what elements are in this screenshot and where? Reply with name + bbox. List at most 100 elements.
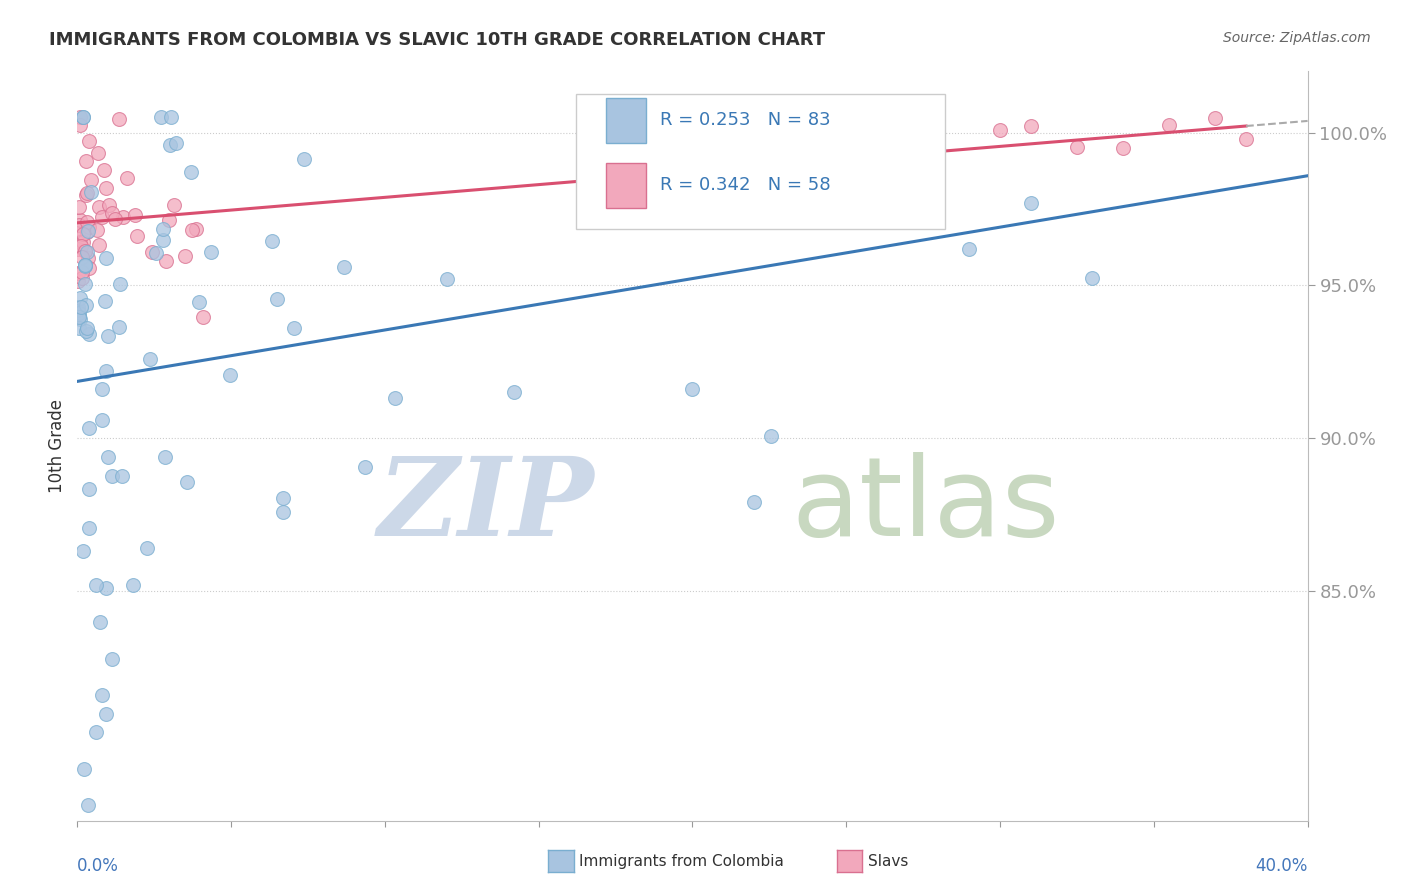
Point bbox=[79, 483, 101, 497]
Point bbox=[818, 110, 841, 124]
Point bbox=[84, 578, 107, 592]
Point bbox=[91, 413, 114, 427]
Point bbox=[93, 162, 115, 177]
Point bbox=[111, 469, 134, 483]
Point bbox=[333, 260, 356, 274]
Point bbox=[1112, 140, 1135, 154]
Point bbox=[69, 118, 91, 132]
Point bbox=[89, 237, 111, 252]
Point bbox=[72, 235, 94, 249]
Point bbox=[108, 320, 131, 334]
Text: ZIP: ZIP bbox=[377, 452, 595, 559]
Point bbox=[503, 384, 526, 399]
Point bbox=[159, 110, 181, 124]
Point bbox=[1234, 132, 1257, 146]
Point bbox=[271, 505, 294, 519]
Point bbox=[91, 688, 114, 702]
Point bbox=[135, 541, 157, 556]
Point bbox=[69, 309, 91, 323]
Point bbox=[75, 297, 97, 311]
Point bbox=[77, 260, 100, 275]
Point bbox=[188, 295, 211, 310]
FancyBboxPatch shape bbox=[606, 162, 645, 208]
Point bbox=[76, 215, 98, 229]
Text: 0.0%: 0.0% bbox=[77, 857, 120, 875]
Point bbox=[835, 110, 858, 124]
Point bbox=[76, 321, 98, 335]
Point bbox=[77, 251, 100, 265]
Y-axis label: 10th Grade: 10th Grade bbox=[48, 399, 66, 493]
Point bbox=[67, 200, 90, 214]
Text: 40.0%: 40.0% bbox=[1256, 857, 1308, 875]
Point bbox=[191, 310, 214, 324]
Point bbox=[184, 222, 207, 236]
Point bbox=[70, 265, 93, 279]
Point bbox=[69, 291, 91, 305]
Text: atlas: atlas bbox=[792, 452, 1059, 559]
Point bbox=[283, 321, 305, 335]
Point bbox=[80, 173, 103, 187]
Point bbox=[94, 294, 117, 309]
Text: Source: ZipAtlas.com: Source: ZipAtlas.com bbox=[1223, 31, 1371, 45]
Point bbox=[72, 227, 94, 241]
Point bbox=[73, 762, 96, 776]
Point bbox=[87, 200, 110, 214]
Point bbox=[90, 383, 112, 397]
Point bbox=[73, 258, 96, 272]
Point bbox=[101, 468, 124, 483]
Point bbox=[70, 300, 93, 314]
Point bbox=[127, 229, 149, 244]
Point bbox=[1019, 120, 1042, 134]
Point bbox=[69, 110, 91, 124]
Point bbox=[69, 235, 91, 249]
Point bbox=[165, 136, 187, 150]
FancyBboxPatch shape bbox=[606, 97, 645, 143]
Point bbox=[101, 206, 124, 220]
Point bbox=[67, 310, 90, 325]
Point bbox=[94, 581, 117, 595]
Point bbox=[67, 302, 90, 317]
Text: R = 0.342   N = 58: R = 0.342 N = 58 bbox=[661, 177, 831, 194]
Point bbox=[89, 615, 111, 629]
Point bbox=[181, 223, 204, 237]
Point bbox=[72, 110, 94, 124]
Point bbox=[66, 300, 89, 314]
Point bbox=[574, 127, 596, 141]
Point bbox=[70, 271, 93, 285]
Point bbox=[75, 244, 97, 259]
Point bbox=[108, 112, 131, 126]
FancyBboxPatch shape bbox=[575, 94, 945, 228]
Point bbox=[90, 211, 112, 225]
Point bbox=[67, 218, 90, 232]
Text: IMMIGRANTS FROM COLOMBIA VS SLAVIC 10TH GRADE CORRELATION CHART: IMMIGRANTS FROM COLOMBIA VS SLAVIC 10TH … bbox=[49, 31, 825, 49]
Point bbox=[79, 134, 101, 148]
Point bbox=[66, 226, 89, 240]
Point bbox=[262, 234, 284, 248]
Point bbox=[759, 429, 782, 443]
Point bbox=[80, 185, 103, 199]
Point bbox=[176, 475, 198, 490]
Point bbox=[79, 421, 101, 435]
Point bbox=[66, 242, 89, 256]
Point bbox=[141, 244, 163, 259]
Point bbox=[94, 706, 117, 721]
Point bbox=[70, 251, 93, 265]
Point bbox=[69, 238, 91, 252]
Text: Immigrants from Colombia: Immigrants from Colombia bbox=[579, 855, 785, 869]
Point bbox=[76, 245, 98, 260]
Point bbox=[436, 272, 458, 286]
Point bbox=[72, 543, 94, 558]
Point bbox=[73, 258, 96, 272]
Point bbox=[97, 450, 120, 464]
Point bbox=[180, 164, 202, 178]
Point bbox=[266, 292, 288, 306]
Point bbox=[115, 170, 138, 185]
Point bbox=[97, 329, 120, 343]
Point bbox=[77, 224, 100, 238]
Point bbox=[384, 392, 406, 406]
Point bbox=[76, 186, 98, 200]
Point bbox=[69, 213, 91, 227]
Point bbox=[86, 222, 108, 236]
Point bbox=[77, 798, 100, 813]
Point bbox=[200, 244, 222, 259]
